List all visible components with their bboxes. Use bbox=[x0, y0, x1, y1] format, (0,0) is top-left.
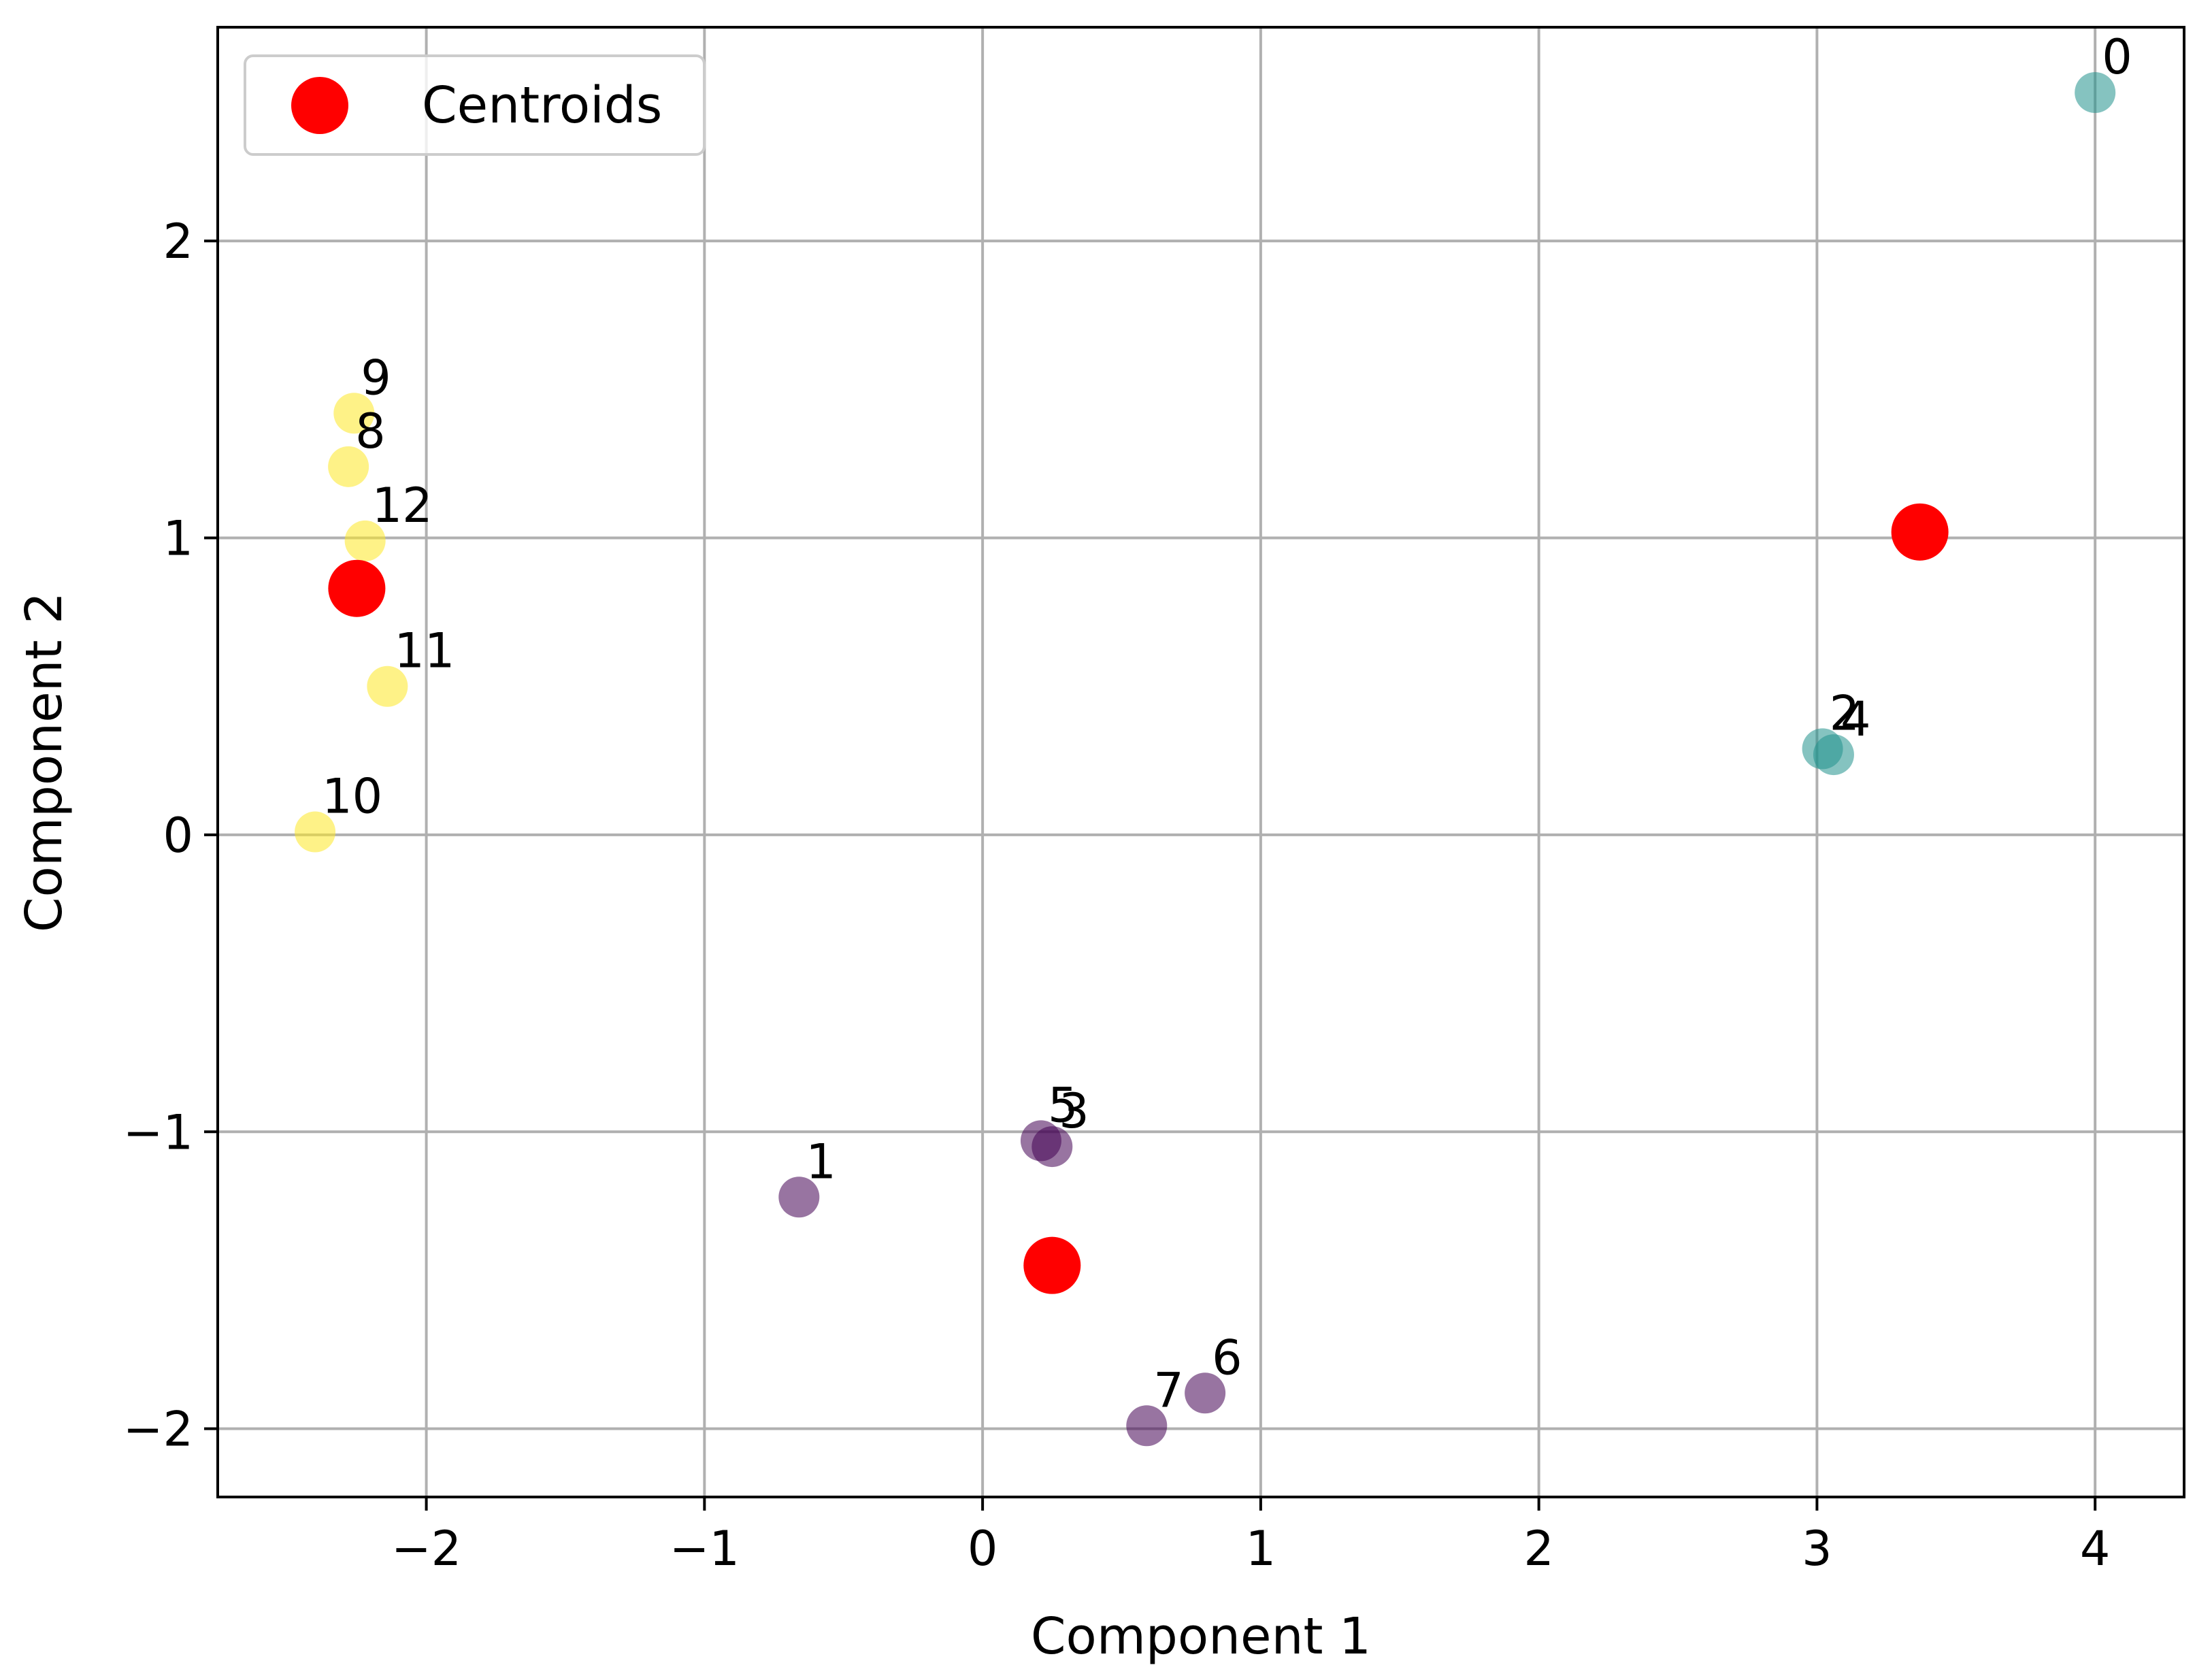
point-label: 4 bbox=[1840, 691, 1871, 747]
point-label: 2 bbox=[1830, 685, 1860, 741]
scatter-point bbox=[1126, 1405, 1168, 1447]
point-label: 10 bbox=[322, 769, 382, 825]
scatter-point bbox=[367, 665, 408, 707]
x-tick-label: −1 bbox=[670, 1521, 740, 1577]
point-label: 11 bbox=[394, 623, 455, 679]
x-tick-label: 0 bbox=[968, 1521, 998, 1577]
centroid-point bbox=[328, 559, 386, 617]
grid bbox=[218, 27, 2184, 1497]
x-tick-label: 1 bbox=[1246, 1521, 1276, 1577]
point-label: 0 bbox=[2102, 29, 2132, 85]
scatter-point bbox=[333, 393, 375, 434]
y-tick-label: 0 bbox=[163, 808, 193, 863]
centroid-point bbox=[1891, 503, 1949, 561]
point-label: 6 bbox=[1212, 1330, 1242, 1385]
scatter-point bbox=[344, 520, 386, 561]
plot-frame bbox=[216, 26, 2185, 1498]
scatter-point bbox=[1020, 1120, 1061, 1162]
x-tick-label: 2 bbox=[1523, 1521, 1554, 1577]
point-label: 1 bbox=[806, 1134, 836, 1189]
y-tick-label: 1 bbox=[163, 511, 193, 567]
scatter-point bbox=[1185, 1372, 1226, 1414]
scatter-point bbox=[1813, 734, 1854, 776]
legend-marker-centroids bbox=[291, 77, 348, 134]
point-label: 7 bbox=[1153, 1362, 1184, 1418]
cluster-points bbox=[295, 72, 2116, 1447]
scatter-point bbox=[328, 446, 369, 487]
scatter-point bbox=[778, 1177, 820, 1218]
y-tick-label: −1 bbox=[123, 1104, 193, 1160]
centroid-points bbox=[328, 503, 1949, 1294]
scatter-point bbox=[2075, 72, 2116, 113]
x-tick-label: −2 bbox=[391, 1521, 461, 1577]
y-tick-label: 2 bbox=[163, 214, 193, 269]
point-label: 9 bbox=[361, 350, 391, 406]
point-label: 12 bbox=[372, 478, 433, 533]
legend-box bbox=[244, 54, 706, 156]
x-tick-label: 4 bbox=[2080, 1521, 2111, 1577]
y-axis-label: Component 2 bbox=[15, 592, 73, 932]
scatter-point bbox=[295, 811, 336, 853]
point-label: 8 bbox=[355, 404, 386, 459]
x-tick-label: 3 bbox=[1802, 1521, 1832, 1577]
x-axis-label: Component 1 bbox=[1031, 1607, 1371, 1666]
y-tick-label: −2 bbox=[123, 1402, 193, 1458]
legend-label-centroids: Centroids bbox=[422, 76, 662, 135]
point-label: 5 bbox=[1048, 1077, 1078, 1133]
point-label: 3 bbox=[1059, 1083, 1089, 1139]
legend: Centroids bbox=[244, 54, 706, 156]
centroid-point bbox=[1023, 1236, 1081, 1294]
